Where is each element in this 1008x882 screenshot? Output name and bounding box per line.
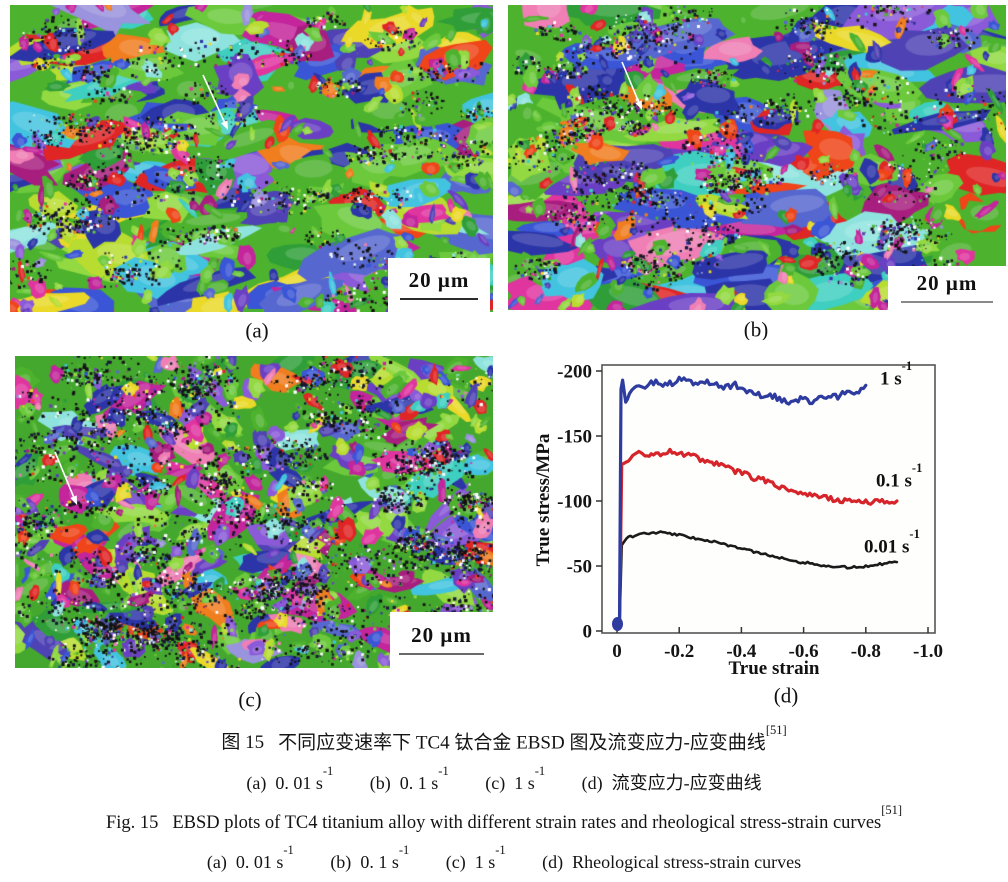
caption-zh-sub-a-label: (a) bbox=[246, 773, 267, 793]
caption-en-sub-c-value: 1 s bbox=[474, 852, 496, 872]
caption-en-sub-c-label: (c) bbox=[445, 852, 466, 872]
series-0 bbox=[616, 530, 899, 630]
x-tick-label: -0.6 bbox=[789, 641, 819, 662]
scale-bar-a-label: 20 μm bbox=[408, 268, 470, 292]
y-tick-label: -100 bbox=[557, 492, 592, 513]
stress-strain-chart: 0 -50 -100 -150 -200 0 -0.2 -0.4 -0.6 -0.8 -1.0 bbox=[557, 362, 943, 663]
caption-zh-sub-c-value: 1 s bbox=[514, 773, 535, 793]
caption-en-sub-c-sup: -1 bbox=[495, 843, 506, 857]
curve-label-1s: 1 s-1 bbox=[880, 359, 912, 390]
caption-en-sub-a: (a) 0. 01 s-1 bbox=[206, 843, 294, 872]
y-axis-title: True stress/MPa bbox=[533, 433, 554, 567]
stress-strain-chart-panel: 0 -50 -100 -150 -200 0 -0.2 -0.4 -0.6 -0.8 -1.0 Tr… bbox=[504, 340, 1008, 720]
panel-label-a: (a) bbox=[245, 318, 269, 343]
x-tick-label: -0.2 bbox=[664, 641, 694, 662]
caption-en-sub-d-label: (d) bbox=[542, 852, 564, 872]
scale-bar-c-line bbox=[399, 653, 484, 655]
curve-label-0p1s-text: 0.1 s bbox=[876, 470, 912, 492]
caption-zh-fig-label: 图 15 bbox=[221, 732, 265, 754]
scale-bar-a-line bbox=[400, 298, 478, 300]
caption-zh-sub-a: (a) 0. 01 s-1 bbox=[246, 764, 333, 793]
caption-en-fig-label: Fig. 15 bbox=[105, 813, 159, 834]
caption-zh-sub-b-sup: -1 bbox=[438, 764, 449, 778]
x-tick-label: -0.4 bbox=[726, 641, 757, 662]
caption-zh-sub-b-value: 0. 1 s bbox=[399, 773, 439, 793]
caption-en-sub: (a) 0. 01 s-1 (b) 0. 1 s-1 (c) 1 s-1 (d) Rhe… bbox=[0, 842, 1008, 877]
caption-zh-sub: (a) 0. 01 s-1 (b) 0. 1 s-1 (c) 1 s-1 (d) 流变应… bbox=[0, 763, 1008, 798]
ebsd-panel-b: 20 μm bbox=[508, 5, 1006, 310]
caption-zh-text: 不同应变速率下 TC4 钛合金 EBSD 图及流变应力-应变曲线 bbox=[278, 732, 766, 754]
x-tick-label: -1.0 bbox=[913, 641, 943, 662]
scale-bar-b-line bbox=[901, 301, 993, 303]
panel-label-d: (d) bbox=[773, 683, 799, 708]
y-tick-label: -50 bbox=[567, 557, 592, 578]
caption-en-sub-b-sup: -1 bbox=[398, 843, 410, 857]
curve-label-0p1s-sup: -1 bbox=[911, 461, 923, 475]
caption-zh-title: 图 15 不同应变速率下 TC4 钛合金 EBSD 图及流变应力-应变曲线[51] bbox=[0, 722, 1008, 758]
curve-label-1s-text: 1 s bbox=[880, 368, 902, 390]
series-2 bbox=[616, 375, 868, 629]
scale-bar-c-label: 20 μm bbox=[411, 623, 472, 647]
caption-en-ref: [51] bbox=[881, 803, 903, 817]
caption-en-sub-a-label: (a) bbox=[206, 852, 227, 872]
curve-label-0p01s-text: 0.01 s bbox=[864, 536, 910, 558]
caption-zh-ref: [51] bbox=[765, 723, 787, 737]
caption-en-sub-b-value: 0. 1 s bbox=[360, 852, 399, 872]
x-tick-label: -0.8 bbox=[851, 641, 881, 662]
caption-zh-sub-c-sup: -1 bbox=[534, 764, 546, 778]
curve-label-0p01s-sup: -1 bbox=[909, 527, 920, 541]
origin-blob bbox=[612, 617, 623, 631]
caption-en-sub-c: (c) 1 s-1 bbox=[445, 843, 506, 872]
caption-en-sub-d-value: Rheological stress-strain curves bbox=[572, 852, 802, 872]
caption-zh-sub-d-label: (d) bbox=[581, 773, 603, 793]
ebsd-map-b bbox=[508, 5, 1006, 310]
curve-label-0p01s: 0.01 s-1 bbox=[864, 527, 920, 558]
caption-en-sub-b-label: (b) bbox=[330, 852, 352, 872]
ebsd-panel-a: 20 μm bbox=[10, 5, 493, 312]
caption-zh-sub-d: (d) 流变应力-应变曲线 bbox=[582, 773, 762, 793]
y-tick-label: -150 bbox=[557, 427, 592, 448]
caption-en-sub-b: (b) 0. 1 s-1 bbox=[330, 843, 409, 872]
curve-label-0p1s: 0.1 s-1 bbox=[876, 461, 922, 492]
caption-zh-sub-c-label: (c) bbox=[485, 773, 506, 793]
caption-zh-sub-b: (b) 0. 1 s-1 bbox=[369, 764, 449, 793]
caption-en-sub-a-value: 0. 01 s bbox=[235, 852, 284, 872]
scale-bar-b: 20 μm bbox=[888, 266, 1006, 310]
panel-label-c: (c) bbox=[238, 687, 262, 712]
y-tick-label: -200 bbox=[557, 362, 592, 383]
scale-bar-a: 20 μm bbox=[388, 258, 490, 312]
x-tick-label: 0 bbox=[612, 641, 622, 662]
scale-bar-c: 20 μm bbox=[390, 612, 493, 668]
plot-border bbox=[601, 364, 936, 634]
caption-zh-sub-d-value: 流变应力-应变曲线 bbox=[611, 773, 762, 793]
caption-zh-sub-a-sup: -1 bbox=[322, 764, 334, 778]
x-axis-title: True strain bbox=[728, 658, 820, 679]
caption-en-sub-d: (d) Rheological stress-strain curves bbox=[542, 852, 801, 872]
caption-en-title: Fig. 15 EBSD plots of TC4 titanium alloy … bbox=[0, 802, 1008, 838]
ebsd-panel-c: 20 μm bbox=[15, 356, 493, 668]
panel-label-b: (b) bbox=[743, 317, 769, 342]
caption-zh-sub-a-value: 0. 01 s bbox=[275, 773, 323, 793]
y-tick-label: 0 bbox=[583, 622, 593, 643]
scale-bar-b-label: 20 μm bbox=[916, 271, 978, 295]
caption-zh-sub-c: (c) 1 s-1 bbox=[485, 764, 545, 793]
caption-en-text: EBSD plots of TC4 titanium alloy with di… bbox=[172, 813, 882, 834]
caption-zh-sub-b-label: (b) bbox=[369, 773, 391, 793]
caption-en-sub-a-sup: -1 bbox=[283, 843, 294, 857]
series-1 bbox=[616, 447, 899, 630]
curve-label-1s-sup: -1 bbox=[901, 359, 913, 373]
